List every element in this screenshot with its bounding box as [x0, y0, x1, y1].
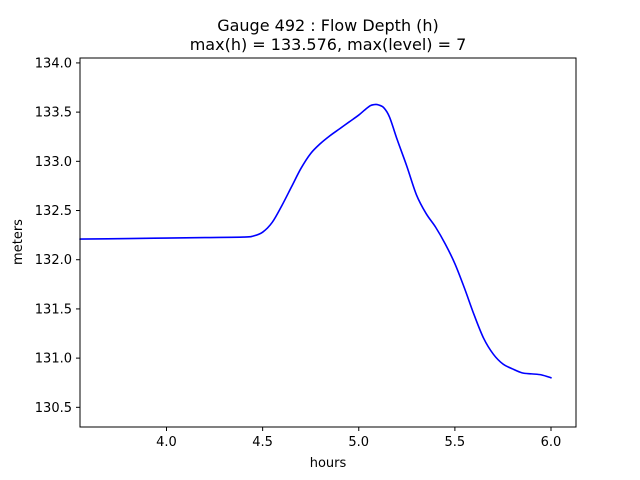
y-tick-label: 132.0 [35, 253, 72, 268]
y-axis-label: meters [11, 219, 26, 265]
x-axis: 4.0 4.5 5.0 5.5 6.0 [156, 427, 561, 450]
x-tick-label: 4.5 [252, 435, 273, 450]
x-axis-label: hours [310, 456, 347, 471]
y-tick-label: 131.5 [35, 302, 72, 317]
y-tick-label: 131.0 [35, 352, 72, 367]
axes-frame [79, 57, 577, 428]
x-tick-label: 4.0 [156, 435, 177, 450]
chart-title-line2: max(h) = 133.576, max(level) = 7 [190, 35, 467, 54]
y-axis: 130.5 131.0 131.5 132.0 132.5 133.0 133.5 134.0 [35, 56, 80, 416]
y-tick-label: 130.5 [35, 401, 72, 416]
series-line [79, 103, 552, 379]
y-tick-label: 132.5 [35, 204, 72, 219]
chart-title-line1: Gauge 492 : Flow Depth (h) [217, 16, 439, 35]
x-tick-label: 5.5 [445, 435, 466, 450]
x-tick-label: 6.0 [541, 435, 562, 450]
y-tick-label: 134.0 [35, 56, 72, 71]
plot-area [79, 103, 552, 379]
y-tick-label: 133.0 [35, 155, 72, 170]
y-tick-label: 133.5 [35, 106, 72, 121]
x-tick-label: 5.0 [348, 435, 369, 450]
